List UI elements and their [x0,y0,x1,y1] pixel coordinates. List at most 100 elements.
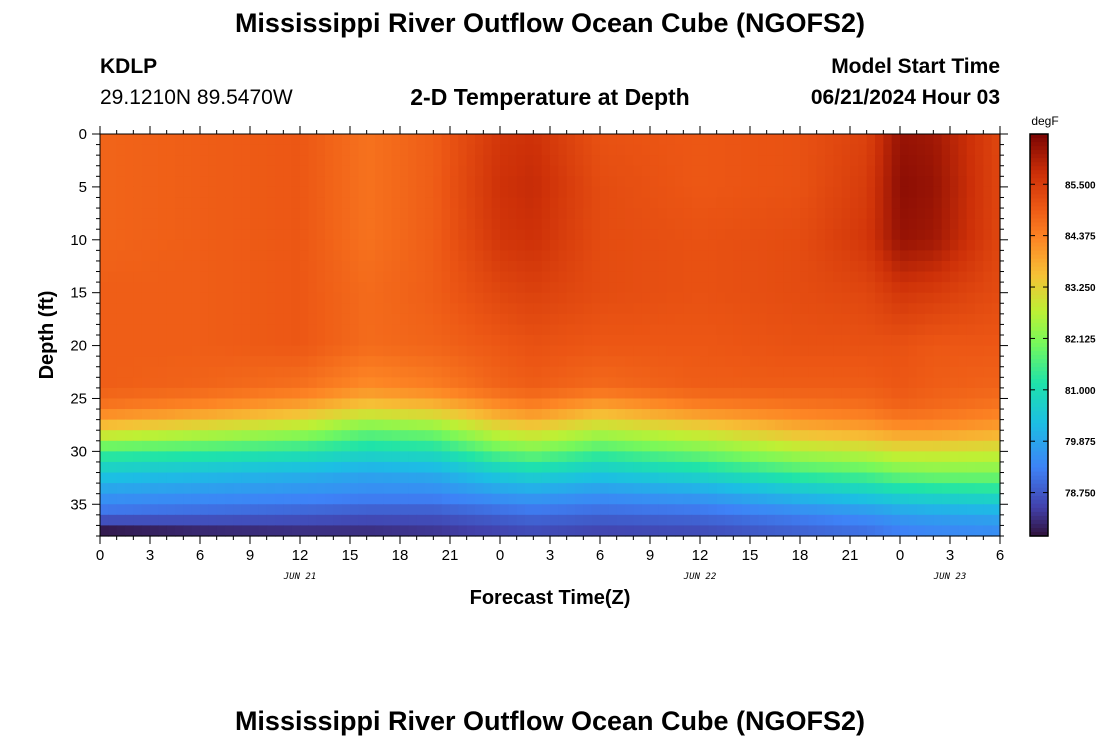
heatmap-cell [666,208,676,220]
heatmap-cell [808,144,818,156]
heatmap-cell [550,493,559,505]
heatmap-cell [566,186,576,199]
heatmap-cell [475,440,484,452]
heatmap-cell [416,472,426,484]
heatmap-cell [266,134,276,146]
heatmap-cell [900,229,909,241]
heatmap-cell [133,250,143,262]
heatmap-cell [366,134,376,146]
heatmap-cell [933,229,943,241]
heatmap-cell [191,155,201,167]
heatmap-cell [658,155,668,167]
heatmap-cell [758,483,768,495]
heatmap-cell [875,313,884,326]
heatmap-cell [825,260,834,273]
heatmap-cell [816,144,826,156]
heatmap-cell [900,377,909,389]
heatmap-cell [883,260,893,273]
heatmap-cell [658,208,668,220]
heatmap-cell [225,176,234,188]
heatmap-cell [775,324,784,336]
heatmap-cell [941,440,951,452]
heatmap-cell [391,483,401,495]
heatmap-cell [983,409,993,421]
heatmap-cell [291,208,301,220]
heatmap-cell [800,398,809,410]
heatmap-cell [608,419,618,431]
heatmap-cell [225,525,234,537]
heatmap-cell [183,303,193,315]
heatmap-cell [858,155,868,167]
heatmap-cell [983,208,993,220]
heatmap-cell [791,208,801,220]
heatmap-cell [225,282,234,294]
heatmap-cell [833,387,843,400]
heatmap-cell [291,229,301,241]
heatmap-cell [566,387,576,400]
heatmap-cell [858,239,868,251]
heatmap-cell [308,366,318,378]
heatmap-cell [441,345,451,357]
heatmap-cell [200,356,209,368]
heatmap-cell [508,430,518,442]
heatmap-cell [858,303,868,315]
heatmap-cell [300,483,309,495]
heatmap-cell [950,504,959,516]
heatmap-cell [300,313,309,326]
heatmap-cell [108,377,118,389]
heatmap-cell [558,165,568,177]
heatmap-cell [158,345,168,357]
heatmap-cell [400,514,409,527]
heatmap-cell [375,430,384,442]
heatmap-cell [941,292,951,304]
heatmap-cell [116,186,126,199]
heatmap-cell [791,197,801,209]
heatmap-cell [608,260,618,273]
heatmap-cell [658,335,668,347]
heatmap-cell [916,165,926,177]
heatmap-cell [225,155,234,167]
heatmap-cell [100,324,109,336]
heatmap-cell [350,514,359,527]
heatmap-cell [983,144,993,156]
heatmap-cell [500,430,509,442]
heatmap-cell [775,208,784,220]
heatmap-cell [950,483,959,495]
heatmap-cell [191,398,201,410]
heatmap-cell [750,504,759,516]
heatmap-cell [925,398,934,410]
heatmap-cell [491,260,501,273]
heatmap-cell [900,186,909,199]
heatmap-cell [483,260,493,273]
heatmap-cell [383,335,393,347]
heatmap-cell [875,155,884,167]
heatmap-cell [575,440,584,452]
heatmap-cell [483,377,493,389]
heatmap-cell [175,134,184,146]
heatmap-cell [116,525,126,537]
heatmap-cell [633,430,643,442]
heatmap-cell [200,155,209,167]
heatmap-cell [591,525,601,537]
heatmap-cell [750,324,759,336]
heatmap-cell [958,525,968,537]
colorbar-segment [1030,475,1048,481]
heatmap-cell [750,271,759,283]
heatmap-cell [291,197,301,209]
heatmap-cell [633,504,643,516]
heatmap-cell [450,282,459,294]
heatmap-cell [458,409,468,421]
heatmap-cell [666,292,676,304]
heatmap-cell [958,208,968,220]
heatmap-cell [525,239,534,251]
heatmap-cell [566,335,576,347]
heatmap-cell [400,292,409,304]
heatmap-cell [758,398,768,410]
heatmap-cell [391,229,401,241]
heatmap-cell [241,472,251,484]
heatmap-cell [791,356,801,368]
heatmap-cell [958,134,968,146]
heatmap-cell [366,398,376,410]
heatmap-cell [350,250,359,262]
heatmap-cell [550,271,559,283]
